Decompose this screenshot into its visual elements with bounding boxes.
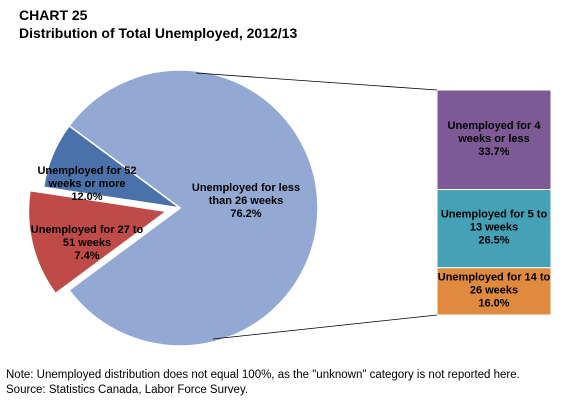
- pie-label-27-to-51-weeks: Unemployed for 27 to 51 weeks 7.4%: [31, 224, 144, 262]
- connector-line-bottom: [212, 314, 438, 340]
- connector-line-top: [195, 72, 438, 91]
- bar-label-unemployed-for-4-weeks-or-less: Unemployed for 4 weeks or less 33.7%: [448, 120, 542, 158]
- bar-segment-unemployed-for-4-weeks-or-less-33-7: [436, 89, 552, 191]
- footer-note: Note: Unemployed distribution does not e…: [6, 369, 520, 381]
- chart-number: CHART 25: [19, 7, 88, 23]
- chart-title-block: CHART 25 Distribution of Total Unemploye…: [19, 6, 297, 42]
- footer-source: Source: Statistics Canada, Labor Force S…: [6, 384, 249, 396]
- pie-slice-unemployed-for-52-weeks-or-more-12-0: [27, 189, 169, 295]
- bar-segment-unemployed-for-14-to-26-weeks-16-0: [436, 267, 552, 316]
- bar-label-unemployed-for-5-to-13-weeks: Unemployed for 5 to 13 weeks 26.5%: [441, 209, 548, 247]
- bar-segment-unemployed-for-5-to-13-weeks-26-5: [436, 189, 552, 269]
- chart-title: Distribution of Total Unemployed, 2012/1…: [19, 25, 298, 41]
- chart-footer: Note: Unemployed distribution does not e…: [6, 368, 520, 398]
- pie-slice-unemployed-for-27-to-51-weeks-7-4: [42, 124, 181, 209]
- pie-slice-unemployed-for-less-than-26-weeks-76-2: [68, 69, 319, 347]
- pie-label-52-weeks-or-more: Unemployed for 52 weeks or more 12.0%: [37, 165, 136, 203]
- bar-label-unemployed-for-14-to-26-weeks: Unemployed for 14 to 26 weeks 16.0%: [438, 271, 551, 309]
- pie-label-less-than-26-weeks: Unemployed for less than 26 weeks 76.2%: [192, 182, 300, 220]
